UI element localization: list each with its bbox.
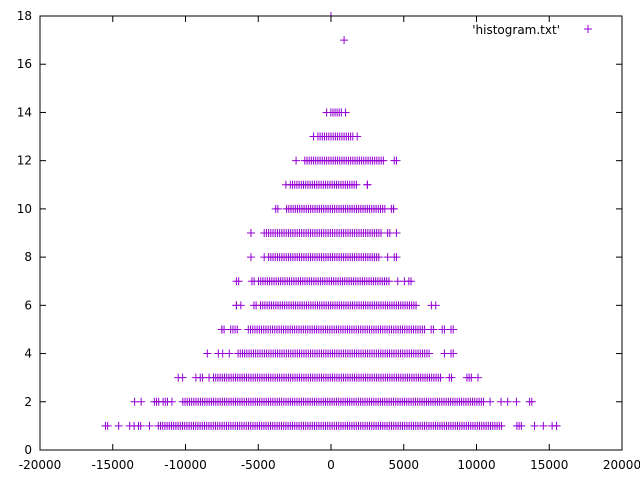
data-point bbox=[363, 180, 372, 189]
data-point bbox=[379, 156, 388, 165]
data-point bbox=[232, 301, 241, 310]
data-point bbox=[530, 421, 539, 430]
data-point bbox=[392, 253, 401, 262]
data-point bbox=[497, 421, 506, 430]
data-point bbox=[449, 325, 458, 334]
data-point bbox=[246, 229, 255, 237]
data-point bbox=[271, 204, 280, 213]
data-point bbox=[309, 132, 318, 141]
data-point bbox=[246, 253, 255, 262]
data-point bbox=[353, 132, 362, 141]
data-point bbox=[527, 397, 536, 406]
data-point bbox=[449, 349, 458, 358]
data-point bbox=[503, 397, 512, 406]
data-point bbox=[114, 421, 123, 430]
data-point bbox=[384, 277, 393, 286]
data-point bbox=[552, 421, 561, 430]
y-tick-label: 8 bbox=[24, 250, 32, 264]
data-point bbox=[407, 277, 416, 286]
legend: 'histogram.txt' bbox=[472, 23, 592, 37]
data-point bbox=[217, 325, 226, 334]
y-tick-label: 12 bbox=[17, 154, 32, 168]
data-point bbox=[392, 156, 401, 165]
data-point bbox=[281, 180, 290, 189]
data-point bbox=[512, 397, 521, 406]
data-point bbox=[392, 229, 401, 237]
data-point bbox=[145, 421, 154, 430]
data-point bbox=[517, 421, 526, 430]
y-tick-label: 14 bbox=[17, 105, 32, 119]
y-tick-label: 6 bbox=[24, 298, 32, 312]
data-point bbox=[436, 373, 445, 382]
x-tick-label: 15000 bbox=[530, 458, 568, 472]
data-point bbox=[539, 421, 548, 430]
y-tick-label: 0 bbox=[24, 443, 32, 457]
data-point bbox=[340, 36, 349, 45]
data-point bbox=[233, 325, 242, 334]
data-point bbox=[136, 421, 145, 430]
axes: -20000 -15000 -10000 -5000 0 5000 10000 15000 20… bbox=[17, 9, 640, 472]
y-tick-label: 16 bbox=[17, 57, 32, 71]
x-tick-label: 5000 bbox=[388, 458, 419, 472]
data-point bbox=[167, 397, 176, 406]
x-tick-label: 20000 bbox=[603, 458, 640, 472]
y-tick-label: 2 bbox=[24, 395, 32, 409]
y-tick-label: 4 bbox=[24, 347, 32, 361]
data-point bbox=[101, 421, 110, 430]
x-tick-label: 0 bbox=[327, 458, 335, 472]
x-tick-label: -10000 bbox=[164, 458, 207, 472]
data-point bbox=[389, 204, 398, 213]
data-point bbox=[130, 397, 139, 406]
y-tick-label: 18 bbox=[17, 9, 32, 23]
x-tick-label: -5000 bbox=[241, 458, 276, 472]
data-point bbox=[374, 253, 383, 262]
data-point bbox=[203, 349, 212, 358]
data-point bbox=[352, 180, 361, 189]
x-tick-label: -20000 bbox=[19, 458, 62, 472]
data-point bbox=[447, 373, 456, 382]
x-tick-label: 10000 bbox=[457, 458, 495, 472]
data-point bbox=[412, 301, 421, 310]
legend-marker bbox=[584, 25, 592, 33]
data-point bbox=[431, 301, 440, 310]
data-point bbox=[486, 397, 495, 406]
data-point bbox=[292, 156, 301, 165]
data-point bbox=[429, 325, 438, 334]
data-point bbox=[232, 277, 241, 286]
data-point bbox=[322, 108, 331, 117]
data-point bbox=[225, 349, 234, 358]
legend-label: 'histogram.txt' bbox=[472, 23, 560, 37]
x-tick-label: -15000 bbox=[91, 458, 134, 472]
y-tick-label: 10 bbox=[17, 202, 32, 216]
data-point bbox=[341, 108, 350, 117]
data-point bbox=[174, 373, 183, 382]
data-point bbox=[473, 373, 482, 382]
plot-points bbox=[101, 12, 561, 430]
data-point bbox=[425, 349, 434, 358]
